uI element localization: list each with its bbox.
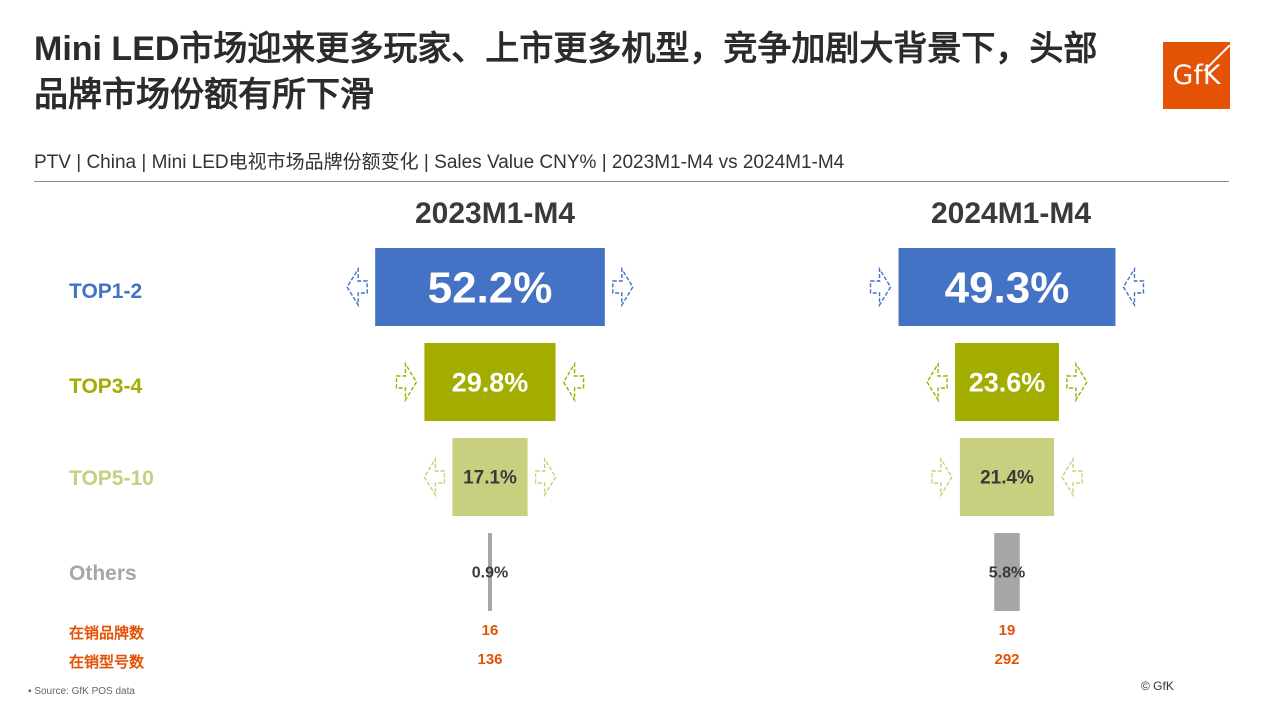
arrow-left-top5-10-2024 bbox=[931, 456, 953, 498]
period-header-2024: 2024M1-M4 bbox=[930, 197, 1092, 230]
header-divider bbox=[34, 181, 1229, 182]
value-label-top3-4-2024: 23.6% bbox=[969, 367, 1046, 397]
period-header-2023: 2023M1-M4 bbox=[414, 197, 576, 230]
value-label-others-2023: 0.9% bbox=[472, 565, 508, 582]
arrow-right-top5-10-2023 bbox=[534, 456, 557, 498]
bar-top3-4-2023 bbox=[424, 343, 556, 421]
arrow-left-top5-10-2023 bbox=[423, 456, 446, 498]
row-label-top5-10: TOP5-10 bbox=[69, 467, 154, 490]
row-label-top3-4: TOP3-4 bbox=[69, 375, 143, 398]
arrow-left-top3-4-2024 bbox=[926, 361, 948, 403]
bar-others-2024 bbox=[994, 533, 1020, 611]
bar-others-2023 bbox=[488, 533, 492, 611]
logo-text: GfK bbox=[1172, 60, 1221, 91]
chart-subtitle: PTV | China | Mini LED电视市场品牌份额变化 | Sales… bbox=[34, 152, 845, 173]
bar-top1-2-2023 bbox=[375, 248, 605, 326]
bar-top3-4-2024 bbox=[955, 343, 1059, 421]
arrow-right-top5-10-2024 bbox=[1061, 456, 1083, 498]
model-count-label: 在销型号数 bbox=[69, 654, 145, 671]
row-label-others: Others bbox=[69, 562, 137, 585]
arrow-right-top3-4-2024 bbox=[1066, 361, 1088, 403]
arrow-right-top3-4-2023 bbox=[562, 361, 585, 403]
value-label-top5-10-2024: 21.4% bbox=[980, 468, 1034, 489]
model-count-2024: 292 bbox=[994, 651, 1020, 668]
value-label-others-2024: 5.8% bbox=[989, 565, 1025, 582]
bar-top5-10-2023 bbox=[452, 438, 528, 516]
page-title: Mini LED市场迎来更多玩家、上市更多机型，竞争加剧大背景下，头部品牌市场份… bbox=[34, 30, 1098, 114]
source-note: ▪ Source: GfK POS data bbox=[28, 686, 135, 697]
arrow-left-top1-2-2023 bbox=[346, 266, 368, 308]
arrow-left-top1-2-2024 bbox=[869, 266, 892, 308]
gfk-logo: GfK bbox=[1163, 42, 1230, 109]
arrow-right-top1-2-2024 bbox=[1122, 266, 1145, 308]
model-count-2023: 136 bbox=[477, 651, 503, 668]
brand-count-2024: 19 bbox=[998, 622, 1016, 639]
brand-count-label: 在销品牌数 bbox=[69, 625, 145, 642]
brand-count-2023: 16 bbox=[481, 622, 499, 639]
value-label-top5-10-2023: 17.1% bbox=[463, 468, 517, 489]
value-label-top3-4-2023: 29.8% bbox=[452, 367, 529, 397]
bar-top1-2-2024 bbox=[898, 248, 1116, 326]
copyright: © GfK bbox=[1141, 679, 1174, 693]
bar-top5-10-2024 bbox=[959, 438, 1055, 516]
row-label-top1-2: TOP1-2 bbox=[69, 280, 143, 303]
value-label-top1-2-2023: 52.2% bbox=[428, 263, 553, 312]
value-label-top1-2-2024: 49.3% bbox=[945, 263, 1070, 312]
arrow-right-top1-2-2023 bbox=[612, 266, 634, 308]
arrow-left-top3-4-2023 bbox=[395, 361, 418, 403]
